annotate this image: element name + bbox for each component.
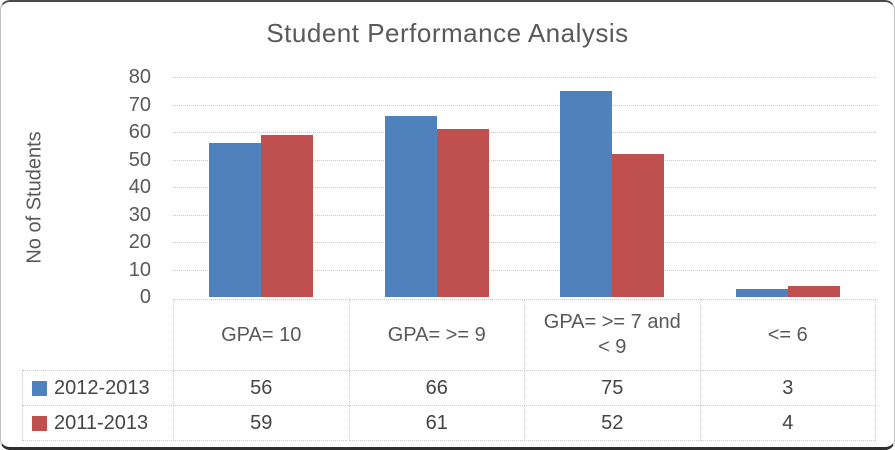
y-tick-label-20: 20 (128, 231, 151, 253)
table-row-2012-2013: 2012-2013 56 66 75 3 (22, 370, 876, 406)
category-label-4: <= 6 (699, 299, 876, 371)
bar-group-1 (173, 77, 349, 297)
bar-group-4 (700, 77, 876, 297)
legend-swatch-icon (32, 380, 47, 396)
bar-2011-2013-cat4 (788, 286, 841, 297)
bar-group-2 (349, 77, 525, 297)
y-tick-label-10: 10 (128, 258, 151, 281)
gridline-y-60 (173, 132, 876, 133)
table-value-2012-2013-cat2: 66 (348, 370, 525, 406)
table-value-2011-2013-cat4: 4 (699, 405, 876, 441)
table-value-2012-2013-cat1: 56 (173, 370, 350, 406)
table-value-2011-2013-cat2: 61 (348, 405, 525, 441)
gridline-y-40 (173, 187, 876, 188)
table-value-2011-2013-cat3: 52 (524, 405, 701, 441)
bar-2012-2013-cat4 (736, 288, 789, 297)
table-value-2011-2013-cat1: 59 (173, 405, 350, 441)
legend-swatch-icon (32, 415, 47, 431)
bar-2012-2013-cat2 (384, 115, 437, 297)
category-label-2: GPA= >= 9 (348, 299, 525, 371)
table-value-2012-2013-cat3: 75 (524, 370, 701, 406)
category-label-1: GPA= 10 (173, 299, 350, 371)
category-axis-row: GPA= 10 GPA= >= 9 GPA= >= 7 and < 9 <= 6 (173, 299, 876, 371)
legend-item-2011-2013: 2011-2013 (22, 405, 174, 441)
y-tick-label-50: 50 (128, 148, 151, 171)
category-label-3: GPA= >= 7 and < 9 (524, 299, 701, 371)
gridline-y-80 (173, 77, 876, 78)
legend-label: 2011-2013 (54, 411, 149, 434)
y-tick-label-30: 30 (128, 203, 151, 226)
gridline-y-50 (173, 159, 876, 161)
table-row-2011-2013: 2011-2013 59 61 52 4 (22, 405, 876, 441)
gridline-y-30 (173, 214, 876, 216)
bar-group-3 (525, 77, 701, 297)
plot-area (173, 77, 876, 297)
bar-2012-2013-cat1 (208, 143, 261, 297)
gridline-y-20 (173, 242, 876, 243)
y-axis-title: No of Students (15, 92, 55, 302)
y-tick-label-0: 0 (139, 286, 151, 308)
legend-item-2012-2013: 2012-2013 (22, 370, 174, 406)
legend-label: 2012-2013 (54, 376, 150, 399)
gridline-y-70 (173, 104, 876, 106)
y-tick-label-40: 40 (128, 176, 151, 198)
bar-2012-2013-cat3 (560, 90, 613, 297)
chart-title: Student Performance Analysis (266, 18, 629, 48)
bar-2011-2013-cat1 (260, 134, 313, 297)
y-tick-label-70: 70 (128, 93, 151, 116)
y-tick-label-80: 80 (128, 66, 151, 88)
table-value-2012-2013-cat4: 3 (699, 370, 876, 406)
y-tick-label-60: 60 (128, 121, 151, 143)
gridline-y-10 (173, 269, 876, 271)
bar-2011-2013-cat3 (612, 154, 665, 297)
bar-2011-2013-cat2 (436, 129, 489, 297)
y-axis-title-text: No of Students (23, 130, 46, 264)
